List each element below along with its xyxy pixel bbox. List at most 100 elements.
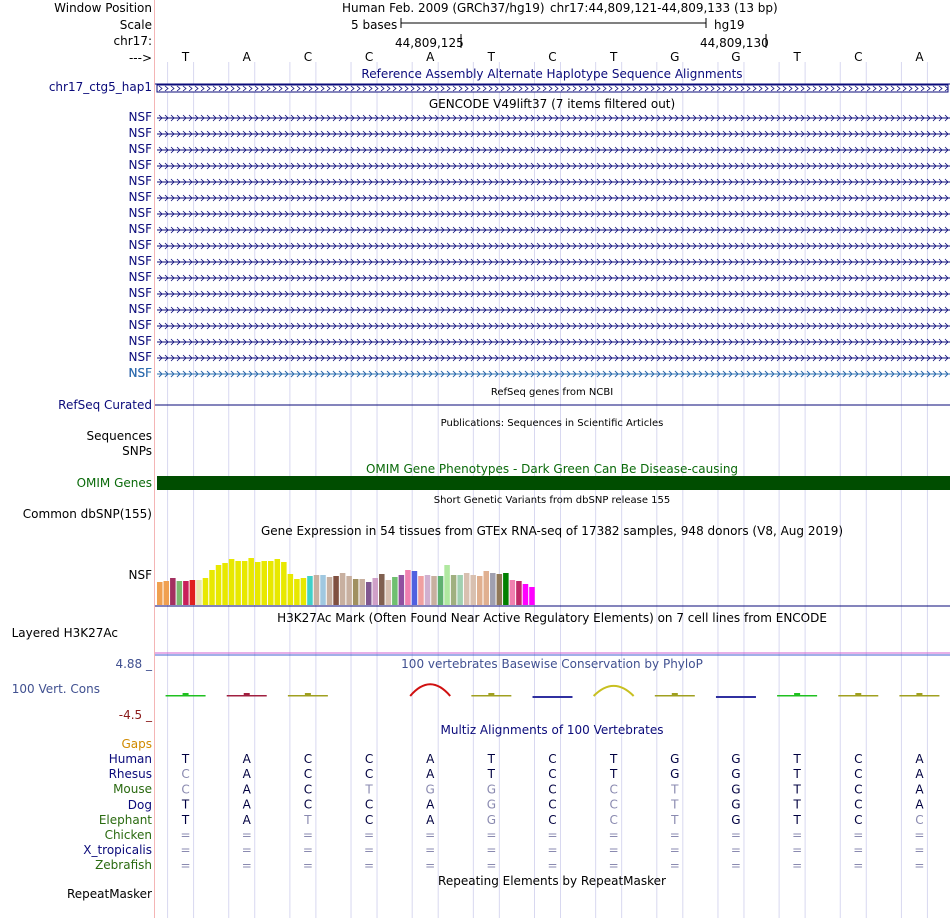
aligned-base: = [242, 828, 252, 842]
gtex-bar [294, 579, 300, 605]
gencode-transcript-chevrons [158, 290, 949, 298]
conservation-tick [855, 693, 862, 696]
conservation-plot[interactable] [165, 683, 940, 698]
aligned-base: C [365, 752, 373, 766]
aligned-base: T [792, 813, 801, 827]
gencode-transcript-chevrons [158, 354, 949, 362]
haplotype-chevron [386, 85, 391, 92]
haplotype-chevron [542, 85, 547, 92]
haplotype-chevron [710, 85, 715, 92]
haplotype-chevron [890, 85, 895, 92]
gencode-transcript-label[interactable]: NSF [128, 238, 153, 252]
haplotype-chevron [512, 85, 517, 92]
gtex-title: Gene Expression in 54 tissues from GTEx … [261, 524, 843, 538]
gencode-transcript-label-selected[interactable]: NSF [128, 366, 153, 380]
gencode-transcript-label[interactable]: NSF [128, 222, 153, 236]
publications-snps-label[interactable]: SNPs [122, 444, 152, 458]
haplotype-chevron [656, 85, 661, 92]
aligned-base: G [487, 782, 496, 796]
haplotype-track-label[interactable]: chr17_ctg5_hap1 [48, 80, 152, 94]
gencode-transcript-label[interactable]: NSF [128, 206, 153, 220]
repeatmasker-track-label[interactable]: RepeatMasker [66, 887, 152, 901]
haplotype-chevron [668, 85, 673, 92]
omim-phenotype-bar[interactable] [157, 476, 950, 490]
haplotype-chevron [758, 85, 763, 92]
haplotype-chevron [482, 85, 487, 92]
gtex-bar [379, 574, 385, 605]
publications-sequences-label[interactable]: Sequences [86, 429, 152, 443]
gencode-transcript-chevrons [158, 258, 949, 266]
gtex-bar [352, 579, 359, 605]
haplotype-chevron [686, 85, 691, 92]
ruler-base: C [304, 50, 312, 64]
gencode-transcript-label[interactable]: NSF [128, 174, 153, 188]
gtex-bar [418, 576, 424, 605]
gencode-transcript-label[interactable]: NSF [128, 286, 153, 300]
haplotype-chevron [164, 85, 169, 92]
haplotype-chevron [578, 85, 583, 92]
gencode-transcript-label[interactable]: NSF [128, 158, 153, 172]
dbsnp-title: Short Genetic Variants from dbSNP releas… [434, 495, 671, 506]
gencode-transcript-label[interactable]: NSF [128, 302, 153, 316]
aligned-base: = [853, 843, 863, 857]
aligned-base: C [181, 782, 189, 796]
gencode-transcript-label[interactable]: NSF [128, 366, 153, 380]
gtex-bar [215, 565, 222, 605]
haplotype-chevron [272, 85, 277, 92]
gencode-transcript-label[interactable]: NSF [128, 110, 153, 124]
species-label: Dog [127, 797, 152, 812]
gtex-bar-chart[interactable] [157, 558, 535, 605]
ruler-base: G [670, 50, 679, 64]
haplotype-chevron [860, 85, 865, 92]
gencode-transcript-label[interactable]: NSF [128, 254, 153, 268]
aligned-base: T [487, 752, 496, 766]
gtex-bar [189, 580, 196, 605]
gencode-transcript-label[interactable]: NSF [128, 350, 153, 364]
haplotype-chevron [326, 85, 331, 92]
refseq-track-label[interactable]: RefSeq Curated [58, 398, 152, 412]
omim-track-label[interactable]: OMIM Genes [76, 476, 152, 490]
haplotype-chevron [884, 85, 889, 92]
gtex-bar [261, 561, 268, 605]
aligned-base: T [792, 752, 801, 766]
aligned-base: = [181, 858, 191, 872]
multiz-alignment[interactable]: T A C C A T C T G G T C AC A C C A T C T G G T C AC A C T G G C C T G T C AT… [181, 752, 925, 872]
gtex-bar [281, 562, 287, 605]
aligned-base: A [915, 782, 924, 796]
genome-browser-image[interactable]: Human Feb. 2009 (GRCh37/hg19) chr17:44,8… [155, 0, 950, 918]
gtex-bar [365, 582, 372, 605]
gencode-transcript-label[interactable]: NSF [128, 318, 153, 332]
haplotype-chevron [764, 85, 769, 92]
gtex-bar [516, 581, 522, 605]
gencode-transcript-label[interactable]: NSF [128, 334, 153, 348]
conservation-track-label[interactable]: 100 Vert. Cons [11, 682, 100, 696]
gencode-transcript-chevrons [158, 306, 949, 314]
haplotype-chevron [662, 85, 667, 92]
gencode-transcript-label[interactable]: NSF [128, 126, 153, 140]
aligned-base: G [670, 752, 679, 766]
gtex-bar [183, 581, 189, 605]
gencode-title: GENCODE V49lift37 (7 items filtered out) [429, 97, 675, 111]
aligned-base: = [425, 858, 435, 872]
dbsnp-track-label[interactable]: Common dbSNP(155) [22, 507, 152, 521]
haplotype-chevron [608, 85, 613, 92]
aligned-base: = [181, 843, 191, 857]
aligned-base: A [243, 813, 252, 827]
aligned-base: T [670, 813, 679, 827]
haplotype-chevron [380, 85, 385, 92]
haplotype-chevron [362, 85, 367, 92]
gencode-transcript-label[interactable]: NSF [128, 270, 153, 284]
aligned-base: T [670, 798, 679, 812]
aligned-base: A [243, 798, 252, 812]
gencode-transcript-label[interactable]: NSF [128, 190, 153, 204]
aligned-base: C [854, 752, 862, 766]
gencode-transcript-label[interactable]: NSF [128, 142, 153, 156]
gtex-track-label[interactable]: NSF [128, 568, 153, 582]
aligned-base: = [547, 843, 557, 857]
haplotype-chevron [506, 85, 511, 92]
cons-max-label: 4.88 _ [115, 657, 152, 671]
gtex-bar [405, 570, 411, 605]
h3k27ac-track-label[interactable]: Layered H3K27Ac [11, 626, 118, 640]
haplotype-chevron [854, 85, 859, 92]
ruler-base: T [792, 50, 801, 64]
